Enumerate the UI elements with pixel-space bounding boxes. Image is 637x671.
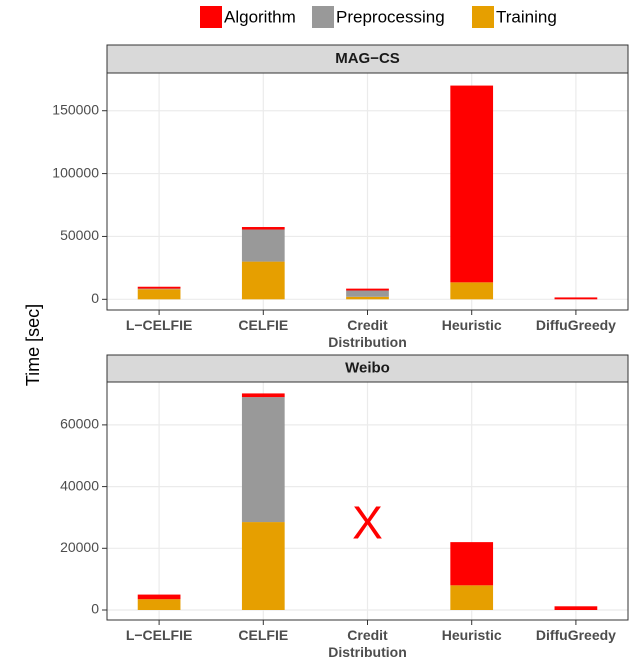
bar-segment [241, 522, 285, 611]
x-tick-label: Credit Distribution [328, 317, 407, 350]
bar-segment [346, 288, 389, 291]
panel-title: MAG−CS [335, 50, 400, 67]
bar-segment [137, 594, 181, 600]
bar-segment [241, 261, 285, 300]
bar-segment [450, 85, 494, 283]
y-tick-label: 150000 [52, 101, 99, 117]
annotation: X [352, 496, 383, 548]
x-tick-label: CELFIE [238, 627, 288, 643]
bar-segment [554, 606, 598, 611]
y-axis-label: Time [sec] [23, 304, 43, 386]
y-tick-label: 0 [91, 601, 99, 617]
panel-title: Weibo [345, 359, 390, 376]
bar-segment [241, 229, 285, 262]
bar-segment [241, 393, 285, 398]
bar-segment [346, 290, 389, 297]
bar-segment [241, 397, 285, 523]
plot-border [106, 381, 629, 621]
bar-segment [241, 227, 285, 230]
bar-segment [137, 288, 181, 290]
bar-segment [554, 297, 598, 300]
legend-label: Preprocessing [336, 7, 445, 26]
x-tick-label: Credit Distribution [328, 627, 407, 660]
bar-segment [450, 542, 494, 586]
strip [106, 354, 629, 383]
y-tick-label: 0 [91, 290, 99, 306]
x-tick-label: Heuristic [442, 627, 502, 643]
x-tick-label: DiffuGreedy [536, 317, 616, 333]
bar-segment [137, 599, 181, 611]
legend-swatch [200, 6, 222, 28]
x-tick-label: L−CELFIE [126, 317, 193, 333]
strip [106, 44, 629, 74]
y-tick-label: 50000 [60, 227, 99, 243]
plot-border [106, 72, 629, 311]
y-tick-label: 40000 [60, 477, 99, 493]
bar-segment [450, 282, 494, 300]
legend-swatch [472, 6, 494, 28]
y-tick-label: 60000 [60, 416, 99, 432]
y-tick-label: 20000 [60, 539, 99, 555]
x-tick-label: L−CELFIE [126, 627, 193, 643]
x-tick-label: Heuristic [442, 317, 502, 333]
bar-segment [137, 289, 181, 300]
bar-segment [137, 286, 181, 289]
legend-label: Algorithm [224, 7, 296, 26]
bar-segment [346, 296, 389, 300]
x-tick-label: DiffuGreedy [536, 627, 616, 643]
x-tick-label: CELFIE [238, 317, 288, 333]
y-tick-label: 100000 [52, 164, 99, 180]
bar-segment [450, 585, 494, 611]
legend-swatch [312, 6, 334, 28]
legend-label: Training [496, 7, 557, 26]
